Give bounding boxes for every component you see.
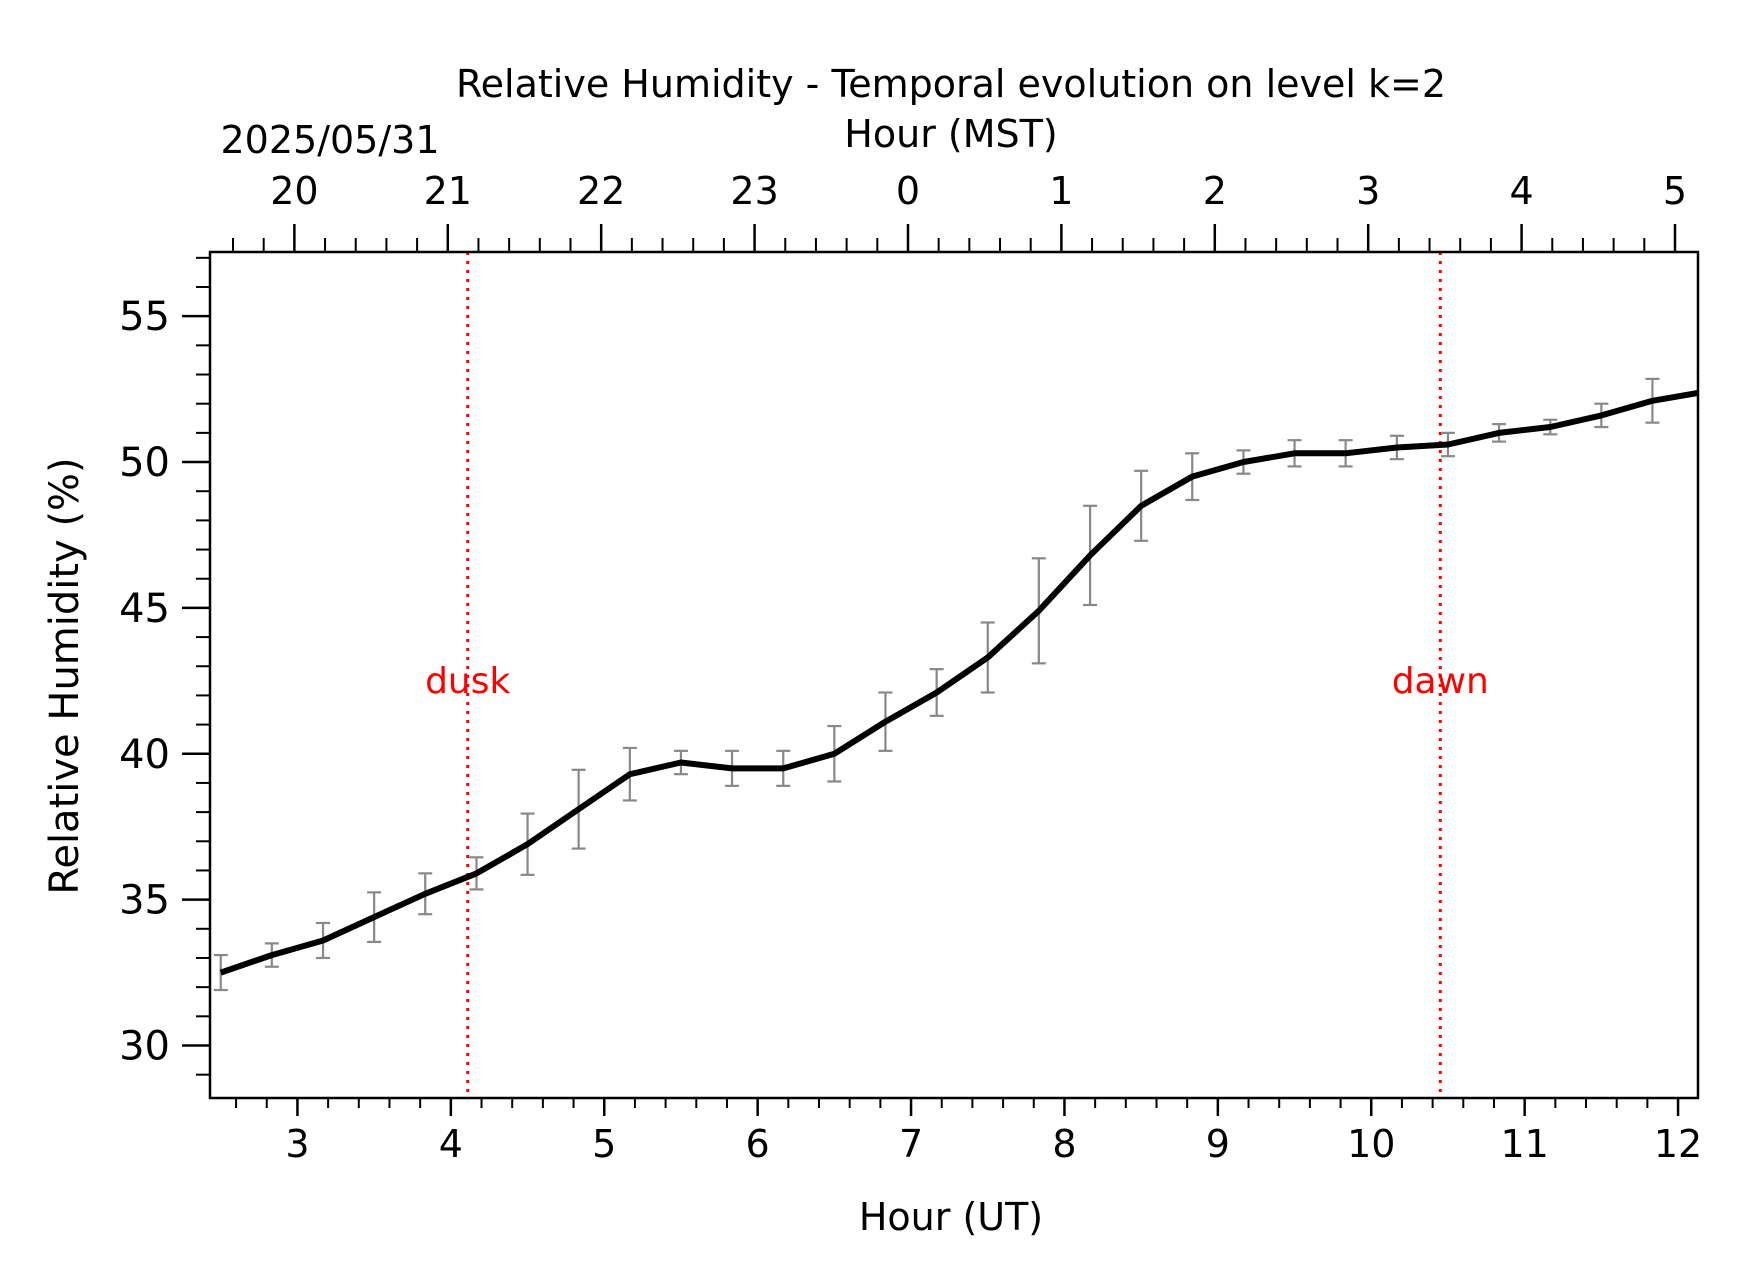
x-tick-label: 9: [1206, 1122, 1230, 1166]
y-tick-label: 40: [119, 732, 170, 778]
annotation-label-dusk: dusk: [425, 661, 510, 702]
plot-frame: [208, 250, 1700, 1100]
y-tick-label: 45: [119, 586, 170, 632]
x2-tick-label: 1: [1049, 169, 1073, 213]
x-tick-label: 7: [899, 1122, 923, 1166]
x-tick-label: 8: [1052, 1122, 1076, 1166]
y-tick-label: 35: [119, 878, 170, 924]
annotation-label-dawn: dawn: [1392, 661, 1489, 702]
x2-tick-label: 23: [730, 169, 778, 213]
chart-title: Relative Humidity - Temporal evolution o…: [456, 62, 1446, 106]
x-axis-label: Hour (UT): [859, 1195, 1043, 1239]
x2-tick-label: 2: [1203, 169, 1227, 213]
series-line-0: [219, 389, 1698, 976]
top-axis-label: Hour (MST): [844, 112, 1057, 156]
y-axis-label: Relative Humidity (%): [42, 457, 88, 894]
x-tick-label: 11: [1500, 1122, 1548, 1166]
x-tick-label: 10: [1347, 1122, 1395, 1166]
y-tick-label: 30: [119, 1023, 170, 1069]
date-label: 2025/05/31: [220, 118, 439, 162]
x2-tick-label: 4: [1509, 169, 1533, 213]
series-layer: [219, 389, 1698, 976]
x2-tick-label: 3: [1356, 169, 1380, 213]
x-tick-label: 12: [1654, 1122, 1702, 1166]
y-tick-label: 55: [119, 294, 170, 340]
x2-tick-label: 22: [577, 169, 625, 213]
annotations-layer: dusk dawn: [425, 252, 1489, 1098]
x-tick-label: 5: [592, 1122, 616, 1166]
x-tick-label: 3: [285, 1122, 309, 1166]
x-tick-label: 4: [439, 1122, 463, 1166]
x2-tick-label: 21: [424, 169, 472, 213]
x2-tick-label: 0: [896, 169, 920, 213]
y-tick-label: 50: [119, 440, 170, 486]
x-tick-label: 6: [746, 1122, 770, 1166]
x2-tick-label: 20: [270, 169, 318, 213]
x2-tick-label: 5: [1663, 169, 1687, 213]
